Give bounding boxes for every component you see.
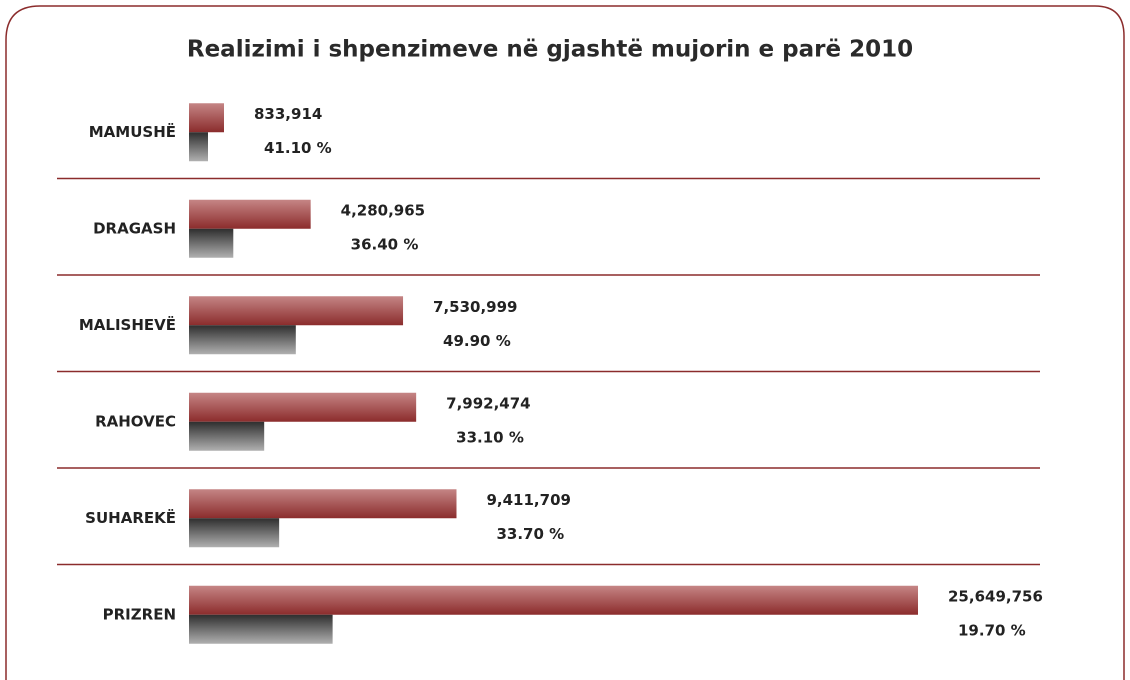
realized-bar	[189, 228, 234, 258]
amount-label: 25,649,756	[948, 587, 1043, 605]
percent-label: 19.70 %	[958, 621, 1026, 639]
amount-bar	[189, 199, 311, 229]
chart-title: Realizimi i shpenzimeve në gjashtë mujor…	[187, 37, 913, 63]
amount-label: 833,914	[254, 105, 322, 123]
card-border	[5, 5, 1125, 680]
amount-label: 9,411,709	[486, 491, 570, 509]
percent-label: 49.90 %	[443, 332, 511, 350]
category-label: MALISHEVË	[79, 315, 176, 334]
amount-label: 4,280,965	[341, 201, 425, 219]
category-label: MAMUSHË	[89, 122, 176, 141]
percent-label: 33.70 %	[496, 525, 564, 543]
percent-label: 33.10 %	[456, 428, 524, 446]
amount-bar	[189, 392, 417, 422]
realized-bar	[189, 421, 265, 451]
percent-label: 36.40 %	[351, 235, 419, 253]
amount-bar	[189, 296, 404, 326]
amount-bar	[189, 103, 224, 133]
amount-bar	[189, 489, 457, 519]
realized-bar	[189, 325, 296, 355]
realized-bar	[189, 518, 280, 548]
amount-label: 7,992,474	[446, 394, 530, 412]
realized-bar	[189, 132, 208, 162]
amount-bar	[189, 585, 918, 615]
category-label: RAHOVEC	[95, 412, 176, 430]
category-label: SUHAREKË	[85, 508, 176, 527]
category-label: PRIZREN	[103, 605, 176, 623]
amount-label: 7,530,999	[433, 298, 517, 316]
realized-bar	[189, 614, 333, 644]
percent-label: 41.10 %	[264, 139, 332, 157]
category-label: DRAGASH	[93, 219, 176, 237]
